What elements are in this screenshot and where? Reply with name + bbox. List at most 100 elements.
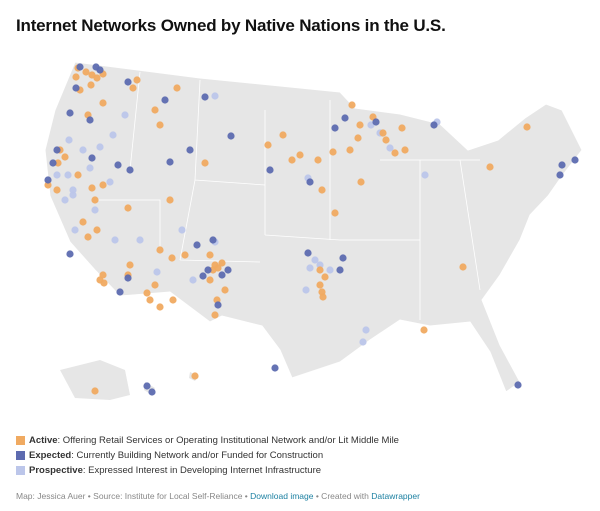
expected-dot	[214, 301, 222, 309]
created: • Created with	[313, 491, 372, 501]
legend-swatch	[16, 451, 25, 460]
active-dot	[329, 148, 337, 156]
active-dot	[151, 281, 159, 289]
legend-description: : Offering Retail Services or Operating …	[57, 435, 399, 446]
legend-label: Active	[29, 435, 58, 446]
prospective-dot	[178, 226, 186, 234]
active-dot	[156, 246, 164, 254]
expected-dot	[116, 288, 124, 296]
active-dot	[221, 286, 229, 294]
active-dot	[346, 146, 354, 154]
active-dot	[88, 184, 96, 192]
legend-item: Expected: Currently Building Network and…	[16, 450, 323, 461]
expected-dot	[124, 78, 132, 86]
prospective-dot	[61, 196, 69, 204]
expected-dot	[161, 96, 169, 104]
active-dot	[156, 121, 164, 129]
datawrapper-link[interactable]: Datawrapper	[371, 491, 420, 501]
expected-dot	[53, 146, 61, 154]
active-dot	[99, 271, 107, 279]
active-dot	[319, 293, 327, 301]
legend-label: Prospective	[29, 465, 83, 476]
active-dot	[82, 68, 90, 76]
active-dot	[93, 74, 101, 82]
active-dot	[133, 76, 141, 84]
prospective-dot	[96, 143, 104, 151]
active-dot	[356, 121, 364, 129]
legend-item: Prospective: Expressed Interest in Devel…	[16, 465, 321, 476]
expected-dot	[571, 156, 579, 164]
active-dot	[321, 273, 329, 281]
active-dot	[318, 186, 326, 194]
expected-dot	[66, 250, 74, 258]
active-dot	[191, 372, 199, 380]
active-dot	[391, 149, 399, 157]
alaska	[60, 360, 130, 400]
active-dot	[173, 84, 181, 92]
expected-dot	[227, 132, 235, 140]
active-dot	[296, 151, 304, 159]
active-dot	[214, 264, 222, 272]
active-dot	[99, 99, 107, 107]
prospective-dot	[86, 164, 94, 172]
prospective-dot	[316, 261, 324, 269]
expected-dot	[430, 121, 438, 129]
active-dot	[181, 251, 189, 259]
active-dot	[314, 156, 322, 164]
active-dot	[166, 196, 174, 204]
active-dot	[331, 209, 339, 217]
expected-dot	[372, 118, 380, 126]
active-dot	[72, 73, 80, 81]
active-dot	[129, 84, 137, 92]
expected-dot	[72, 84, 80, 92]
expected-dot	[204, 266, 212, 274]
legend-item: Active: Offering Retail Services or Oper…	[16, 435, 399, 446]
download-link[interactable]: Download image	[250, 491, 314, 501]
prospective-dot	[69, 186, 77, 194]
prospective-dot	[109, 131, 117, 139]
prospective-dot	[53, 171, 61, 179]
active-dot	[264, 141, 272, 149]
prospective-dot	[79, 146, 87, 154]
active-dot	[61, 153, 69, 161]
expected-dot	[339, 254, 347, 262]
expected-dot	[271, 364, 279, 372]
active-dot	[398, 124, 406, 132]
active-dot	[201, 159, 209, 167]
prospective-dot	[326, 266, 334, 274]
expected-dot	[96, 66, 104, 74]
expected-dot	[336, 266, 344, 274]
expected-dot	[306, 178, 314, 186]
expected-dot	[209, 236, 217, 244]
expected-dot	[76, 63, 84, 71]
active-dot	[54, 159, 62, 167]
active-dot	[288, 156, 296, 164]
state-lines	[95, 71, 481, 320]
expected-dot	[49, 159, 57, 167]
expected-dot	[114, 161, 122, 169]
prospective-dot	[311, 256, 319, 264]
expected-dot	[341, 114, 349, 122]
expected-dot	[218, 271, 226, 279]
active-dot	[91, 387, 99, 395]
prospective-dot	[421, 171, 429, 179]
credit: Map: Jessica Auer • Source: Institute fo…	[16, 491, 251, 501]
active-dot	[279, 131, 287, 139]
active-dot	[316, 266, 324, 274]
prospective-dot	[302, 286, 310, 294]
active-dot	[486, 163, 494, 171]
legend-description: : Expressed Interest in Developing Inter…	[82, 465, 322, 476]
active-dot	[156, 303, 164, 311]
active-dot	[87, 81, 95, 89]
active-dot	[401, 146, 409, 154]
active-dot	[53, 186, 61, 194]
prospective-dot	[211, 92, 219, 100]
active-dot	[316, 281, 324, 289]
expected-dot	[186, 146, 194, 154]
legend-swatch	[16, 436, 25, 445]
expected-dot	[193, 241, 201, 249]
active-dot	[211, 311, 219, 319]
prospective-dot	[69, 191, 77, 199]
active-dot	[459, 263, 467, 271]
